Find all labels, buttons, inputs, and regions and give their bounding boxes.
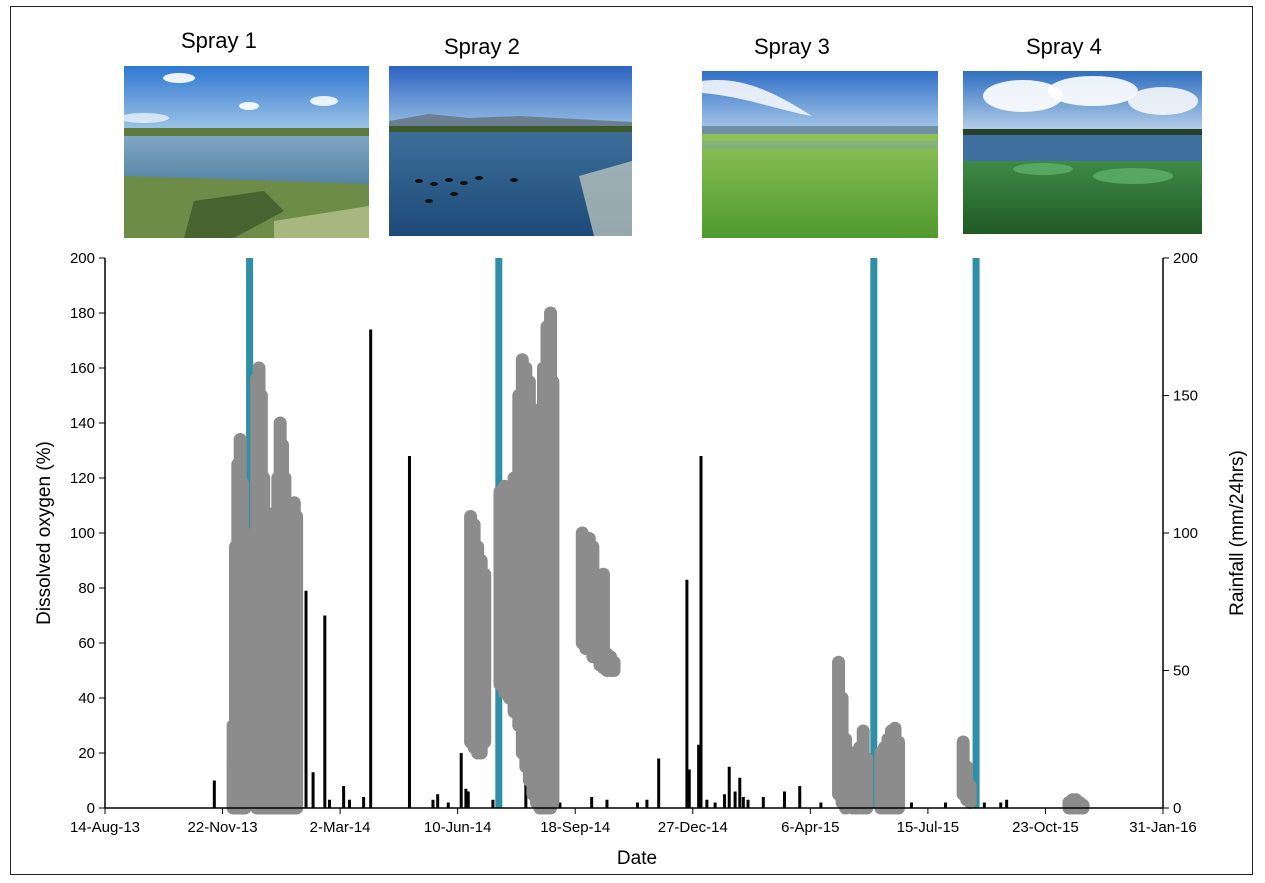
x-tick-label: 23-Oct-15 <box>1012 819 1079 836</box>
lagoon-open-water-photo <box>124 66 369 238</box>
y-tick-label: 40 <box>78 690 95 707</box>
y-tick-label: 60 <box>78 635 95 652</box>
y2-tick-label: 200 <box>1173 250 1198 267</box>
lagoon-with-ducks-photo <box>389 66 632 236</box>
y-tick-label: 120 <box>70 470 95 487</box>
x-tick-label: 14-Aug-13 <box>70 819 140 836</box>
y-tick-label: 180 <box>70 305 95 322</box>
spray-4-title: Spray 4 <box>1026 34 1102 59</box>
x-tick-label: 2-Mar-14 <box>310 819 371 836</box>
axes: 0 20 40 60 80 100 120 140 160 180 200 0 50 100 150 200 1… <box>70 250 1198 836</box>
x-axis-label: Date <box>617 848 657 869</box>
y2-axis-label: Rainfall (mm/24hrs) <box>1227 450 1248 616</box>
y2-tick-label: 0 <box>1173 800 1181 817</box>
y2-tick-label: 50 <box>1173 663 1190 680</box>
x-tick-label: 6-Apr-15 <box>781 819 839 836</box>
dissolved-oxygen-series <box>226 306 1090 815</box>
y-tick-label: 140 <box>70 415 95 432</box>
y-tick-label: 100 <box>70 525 95 542</box>
y-tick-label: 160 <box>70 360 95 377</box>
spray-2-title: Spray 2 <box>444 34 520 59</box>
y2-tick-label: 150 <box>1173 388 1198 405</box>
lagoon-weed-cover-photo <box>702 71 938 238</box>
spray-lines <box>246 258 980 808</box>
x-tick-label: 10-Jun-14 <box>424 819 492 836</box>
x-tick-label: 18-Sep-14 <box>540 819 610 836</box>
x-tick-label: 31-Jan-16 <box>1129 819 1197 836</box>
x-tick-label: 22-Nov-13 <box>188 819 258 836</box>
y-axis-label: Dissolved oxygen (%) <box>34 441 55 625</box>
lagoon-lilies-photo <box>963 71 1202 234</box>
x-tick-label: 27-Dec-14 <box>658 819 728 836</box>
y2-tick-label: 100 <box>1173 525 1198 542</box>
spray-1-title: Spray 1 <box>181 28 257 53</box>
spray-3-line <box>870 258 878 808</box>
y-tick-label: 200 <box>70 250 95 267</box>
spray-4-line <box>972 258 980 808</box>
spray-3-title: Spray 3 <box>754 34 830 59</box>
x-tick-label: 15-Jul-15 <box>897 819 960 836</box>
y-tick-label: 80 <box>78 580 95 597</box>
y-tick-label: 20 <box>78 745 95 762</box>
y-tick-label: 0 <box>87 800 95 817</box>
